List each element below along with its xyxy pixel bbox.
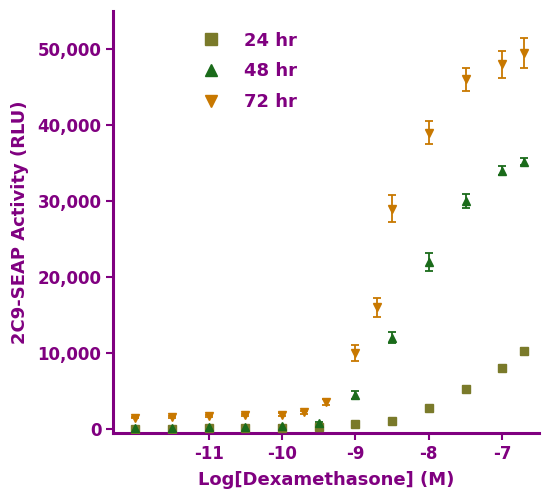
X-axis label: Log[Dexamethasone] (M): Log[Dexamethasone] (M) xyxy=(198,471,454,489)
Legend: 24 hr, 48 hr, 72 hr: 24 hr, 48 hr, 72 hr xyxy=(186,24,304,118)
Y-axis label: 2C9-SEAP Activity (RLU): 2C9-SEAP Activity (RLU) xyxy=(11,100,29,344)
